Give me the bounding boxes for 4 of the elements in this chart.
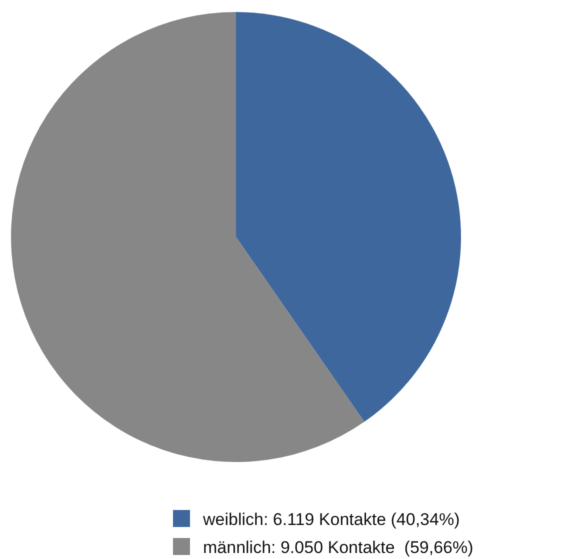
legend-label: weiblich: 6.119 Kontakte (40,34%) [202,510,460,529]
pie-slice [11,12,364,462]
legend-label: männlich: 9.050 Kontakte (59,66%) [203,538,474,557]
pie-slice [236,12,461,422]
